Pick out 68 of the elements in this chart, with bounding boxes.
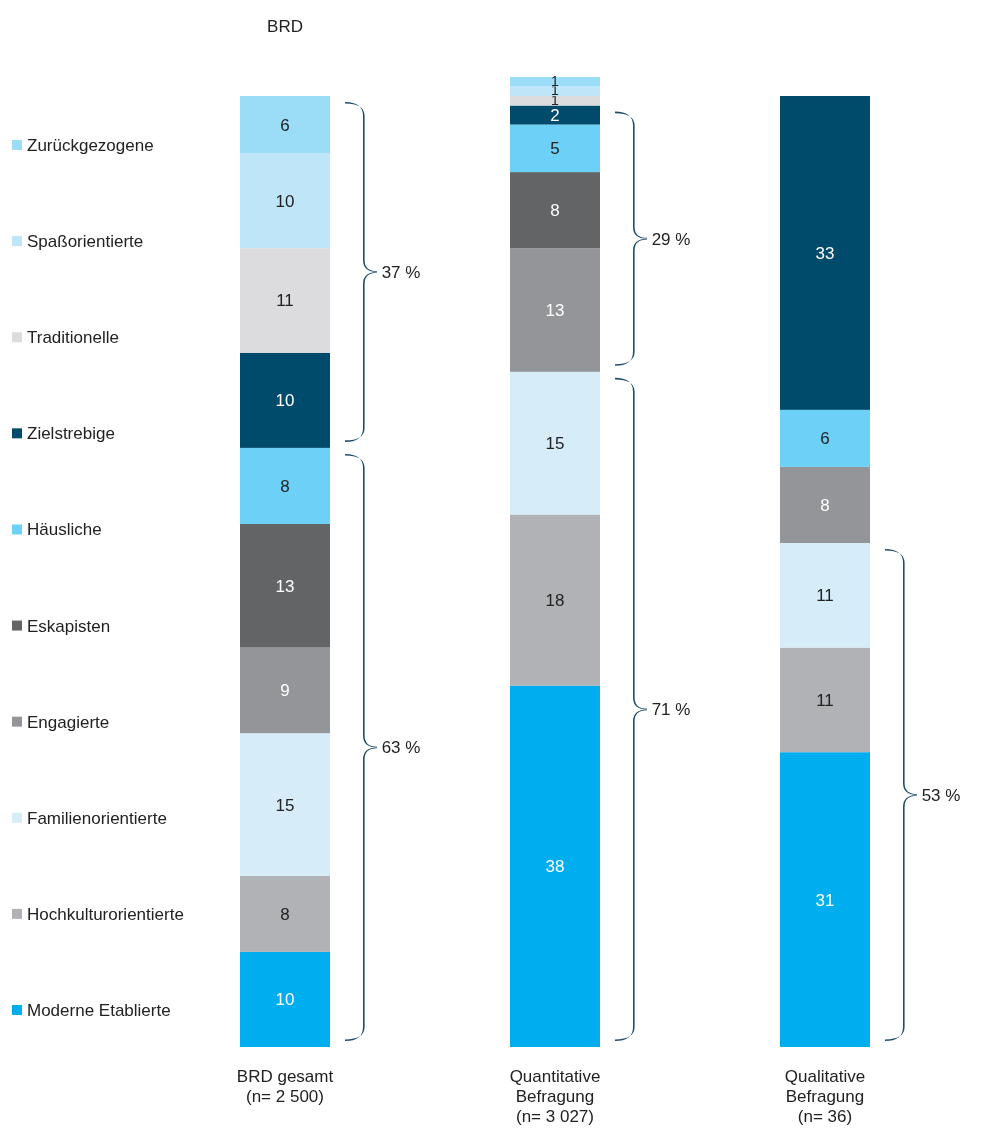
data-label: 5	[550, 139, 560, 159]
bar	[240, 875, 330, 952]
data-label: 15	[545, 434, 565, 454]
annotation: 29 %	[651, 229, 691, 249]
data-label: 31	[815, 890, 835, 910]
legend-label: Traditionelle	[27, 328, 119, 348]
data-label: 2	[550, 106, 560, 126]
data-label: 8	[550, 201, 560, 221]
data-label: 6	[820, 429, 830, 449]
bar	[240, 248, 330, 353]
data-label: 10	[275, 191, 295, 211]
bar	[510, 685, 600, 1047]
legend-label: Eskapisten	[27, 616, 111, 636]
data-label: 15	[275, 795, 295, 815]
legend-label: Familienorientierte	[27, 808, 167, 828]
bar	[240, 447, 330, 524]
data-label: 11	[276, 291, 294, 311]
bar	[510, 172, 600, 249]
legend-label: Spaßorientierte	[27, 232, 144, 252]
legend-label: Zielstrebige	[27, 424, 115, 444]
data-label: 8	[280, 476, 290, 496]
bar	[510, 514, 600, 686]
bar	[240, 733, 330, 876]
x-tick-label: BRD gesamt (n= 2 500)	[236, 1067, 334, 1106]
bar	[510, 96, 600, 106]
legend-label: Zurückgezogene	[27, 136, 154, 155]
legend-label: Moderne Etablierte	[27, 1001, 171, 1020]
data-label: 13	[275, 576, 295, 596]
annotation: 53 %	[921, 785, 961, 805]
x-tick-label: Quantitative Befragung (n= 3 027)	[509, 1067, 601, 1126]
data-label: 8	[280, 904, 290, 924]
legend-label: Engagierte	[27, 712, 110, 732]
bar	[780, 96, 870, 410]
bar	[510, 371, 600, 515]
bar	[780, 752, 870, 1047]
bar	[240, 352, 330, 448]
data-label: 6	[280, 115, 290, 135]
text: BRD	[267, 17, 303, 36]
x-tick-label: Qualitative Befragung (n= 36)	[784, 1067, 866, 1126]
bar	[780, 409, 870, 467]
annotation: 37 %	[381, 262, 421, 282]
data-label: 8	[820, 495, 830, 515]
legend-label: Häusliche	[27, 520, 102, 540]
data-label: 10	[275, 391, 295, 411]
bar	[240, 951, 330, 1047]
annotation: 71 %	[651, 700, 691, 720]
data-label: 38	[545, 857, 565, 877]
bar	[780, 466, 870, 543]
bar	[240, 153, 330, 249]
bar	[780, 647, 870, 753]
bar	[780, 542, 870, 648]
bar	[240, 647, 330, 734]
data-label: 11	[816, 690, 834, 710]
bar	[510, 124, 600, 173]
bar	[510, 248, 600, 372]
data-label: 33	[815, 243, 835, 263]
data-label: 11	[816, 586, 834, 606]
data-label: 10	[275, 990, 295, 1010]
annotation: 63 %	[381, 738, 421, 758]
bar	[510, 105, 600, 125]
data-label: 13	[545, 300, 565, 320]
data-label: 18	[545, 591, 565, 611]
legend-label: Hochkulturorientierte	[27, 904, 184, 924]
bar	[240, 523, 330, 648]
bar	[510, 86, 600, 97]
bar	[240, 96, 330, 154]
data-label: 9	[280, 681, 290, 701]
bar	[510, 77, 600, 87]
